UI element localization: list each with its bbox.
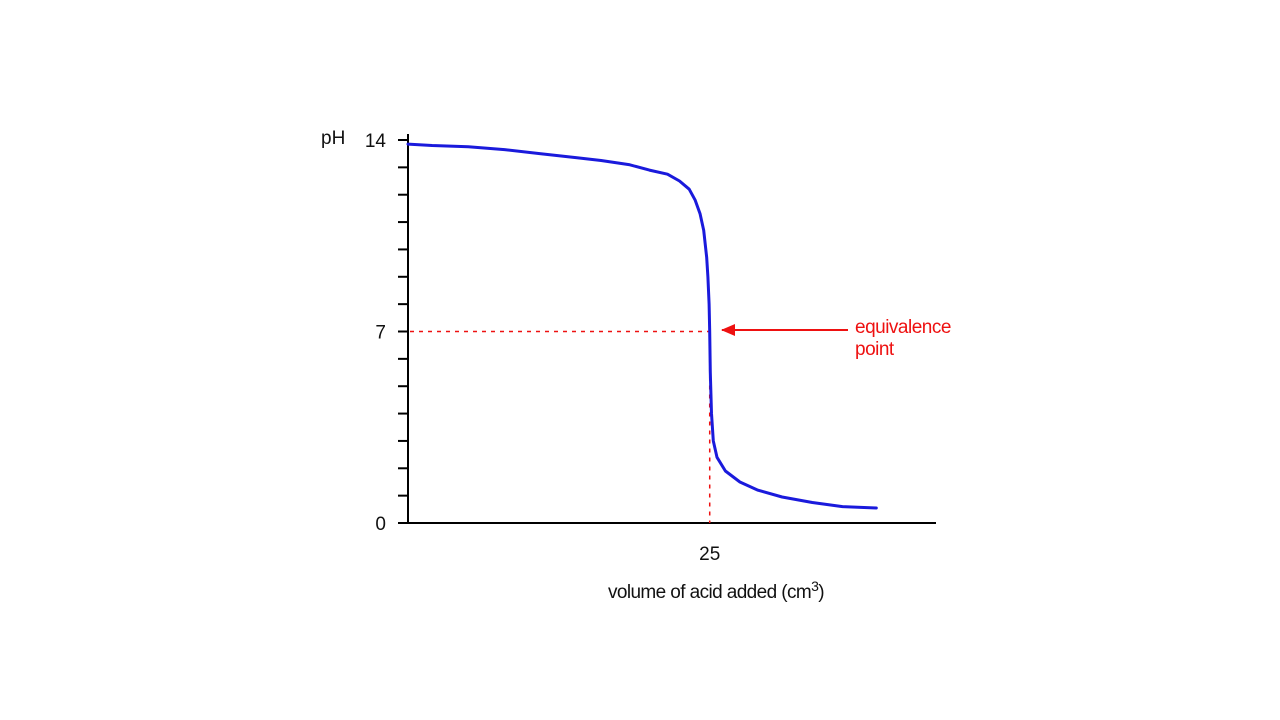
annotation-label-line2: point — [855, 339, 895, 360]
y-tick-label-7: 7 — [375, 323, 386, 344]
axes — [398, 134, 936, 524]
x-axis-label-text: volume of acid added (cm — [608, 582, 811, 603]
equivalence-point-annotation: equivalence point — [721, 317, 951, 360]
titration-curve — [406, 142, 878, 510]
y-tick-label-0: 0 — [375, 514, 386, 535]
equivalence-guides — [410, 330, 711, 523]
y-axis-label: pH — [321, 128, 345, 149]
x-axis-label: volume of acid added (cm3) — [608, 578, 824, 603]
x-axis-label-superscript: 3 — [811, 578, 819, 594]
x-tick-label-25: 25 — [699, 544, 720, 565]
x-ticks: 25 — [699, 544, 720, 565]
annotation-label-line1: equivalence — [855, 317, 951, 338]
y-tick-label-14: 14 — [365, 131, 387, 152]
y-ticks: 0 7 14 — [365, 131, 408, 535]
x-axis-label-end: ) — [818, 582, 824, 603]
